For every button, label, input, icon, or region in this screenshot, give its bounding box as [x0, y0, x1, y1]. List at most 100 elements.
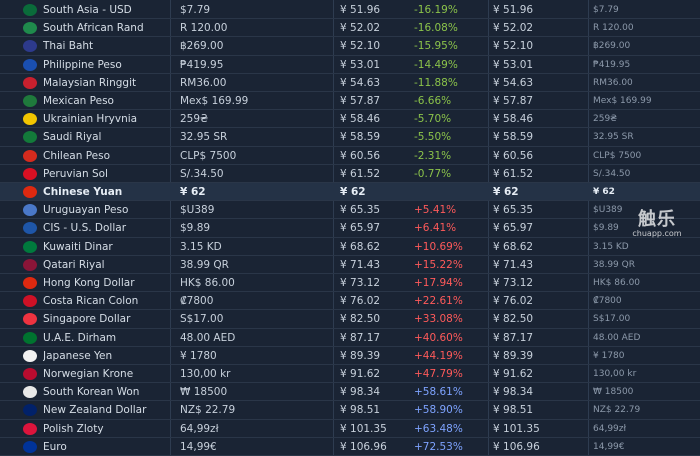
price-difference: +10.69% [414, 240, 463, 253]
local-price: ₱419.95 [180, 58, 224, 71]
table-row: Uruguayan Peso $U389 ¥ 65.35 +5.41% ¥ 65.35 $… [0, 201, 700, 220]
table-row: Singapore Dollar S$17.00 ¥ 82.50 +33.08% ¥ 8… [0, 310, 700, 329]
table-row: Chinese Yuan ¥ 62 ¥ 62 ¥ 62 ¥ 62 [0, 183, 700, 202]
flag-icon [23, 222, 37, 235]
cny-price: ¥ 61.52 [340, 167, 381, 180]
local-price: S$17.00 [180, 313, 224, 326]
currency-name: Singapore Dollar [43, 313, 131, 326]
local-price: 32.95 SR [180, 131, 228, 144]
flag-icon [23, 331, 37, 344]
cny-price: ¥ 82.50 [340, 313, 381, 326]
cny-price-recommended: ¥ 58.59 [493, 131, 534, 144]
cny-price: ¥ 71.43 [340, 258, 381, 271]
currency-name: Philippine Peso [43, 58, 122, 71]
cny-price-recommended: ¥ 98.34 [493, 386, 534, 399]
local-price-recommended: $9.89 [593, 223, 619, 234]
cny-price: ¥ 52.02 [340, 22, 381, 35]
local-price-recommended: ₩ 18500 [593, 387, 634, 398]
local-price-recommended: Mex$ 169.99 [593, 96, 652, 106]
currency-name: CIS - U.S. Dollar [43, 222, 127, 235]
cny-price: ¥ 68.62 [340, 240, 381, 253]
local-price: $7.79 [180, 4, 211, 16]
currency-name: Chilean Peso [43, 149, 111, 162]
cny-price: ¥ 65.97 [340, 222, 381, 235]
local-price-recommended: RM36.00 [593, 77, 633, 88]
currency-name: Malaysian Ringgit [43, 76, 137, 89]
price-difference: -2.31% [414, 149, 452, 162]
table-row: Hong Kong Dollar HK$ 86.00 ¥ 73.12 +17.94% ¥… [0, 274, 700, 293]
cny-price-recommended: ¥ 91.62 [493, 368, 534, 380]
flag-icon [23, 4, 37, 16]
flag-icon [23, 186, 37, 198]
local-price-recommended: R 120.00 [593, 23, 634, 34]
price-difference: +58.61% [414, 386, 463, 399]
cny-price-recommended: ¥ 89.39 [493, 349, 534, 362]
local-price-recommended: CLP$ 7500 [593, 150, 642, 161]
watermark-logo: 触乐 chuapp.com [626, 205, 688, 238]
table-row: Polish Zloty 64,99zł ¥ 101.35 +63.48% ¥ 101.… [0, 420, 700, 438]
cny-price-recommended: ¥ 101.35 [493, 422, 540, 435]
table-row: Peruvian Sol S/.34.50 ¥ 61.52 -0.77% ¥ 61.52… [0, 165, 700, 183]
currency-name: South African Rand [43, 22, 144, 35]
cny-price-recommended: ¥ 98.51 [493, 404, 534, 417]
local-price-recommended: $7.79 [593, 5, 619, 15]
cny-price-recommended: ¥ 87.17 [493, 331, 534, 344]
price-difference: -5.70% [414, 113, 452, 126]
cny-price: ¥ 98.34 [340, 386, 381, 399]
currency-name: Saudi Riyal [43, 131, 102, 144]
local-price: $U389 [180, 204, 215, 217]
local-price-recommended: NZ$ 22.79 [593, 405, 641, 416]
price-difference: +72.53% [414, 440, 463, 453]
cny-price-recommended: ¥ 73.12 [493, 277, 534, 289]
table-row: Malaysian Ringgit RM36.00 ¥ 54.63 -11.88% ¥ … [0, 74, 700, 92]
table-row: Chilean Peso CLP$ 7500 ¥ 60.56 -2.31% ¥ 60.5… [0, 147, 700, 165]
cny-price-recommended: ¥ 106.96 [493, 440, 540, 453]
local-price-recommended: S$17.00 [593, 314, 631, 325]
currency-name: U.A.E. Dirham [43, 331, 117, 344]
local-price: NZ$ 22.79 [180, 404, 236, 417]
currency-name: South Asia - USD [43, 4, 132, 16]
local-price: 14,99€ [180, 440, 217, 453]
table-row: New Zealand Dollar NZ$ 22.79 ¥ 98.51 +58.90… [0, 401, 700, 420]
price-difference: +47.79% [414, 368, 463, 380]
table-row: Kuwaiti Dinar 3.15 KD ¥ 68.62 +10.69% ¥ 68.6… [0, 238, 700, 256]
currency-name: South Korean Won [43, 386, 140, 399]
flag-icon [23, 277, 37, 289]
price-difference: +33.08% [414, 313, 463, 326]
column-divider [170, 0, 171, 456]
flag-icon [23, 295, 37, 308]
price-difference: -0.77% [414, 167, 452, 180]
cny-price-recommended: ¥ 76.02 [493, 295, 534, 308]
flag-icon [23, 386, 37, 399]
local-price: 259₴ [180, 113, 209, 126]
local-price: ₡7800 [180, 295, 214, 308]
cny-price: ¥ 87.17 [340, 331, 381, 344]
cny-price: ¥ 58.46 [340, 113, 381, 126]
cny-price-recommended: ¥ 58.46 [493, 113, 534, 126]
table-row: South Korean Won ₩ 18500 ¥ 98.34 +58.61% ¥ 9… [0, 383, 700, 402]
currency-name: Kuwaiti Dinar [43, 240, 113, 253]
local-price: ฿269.00 [180, 40, 224, 53]
table-row: Qatari Riyal 38.99 QR ¥ 71.43 +15.22% ¥ 71.4… [0, 256, 700, 274]
cny-price: ¥ 54.63 [340, 76, 381, 89]
column-divider [488, 0, 489, 456]
currency-name: Uruguayan Peso [43, 204, 129, 217]
price-difference [414, 183, 484, 201]
flag-icon [23, 113, 37, 126]
local-price: HK$ 86.00 [180, 277, 235, 289]
price-difference: -16.19% [414, 4, 458, 16]
local-price: 38.99 QR [180, 258, 229, 271]
local-price: Mex$ 169.99 [180, 95, 249, 107]
flag-icon [23, 131, 37, 144]
currency-name: New Zealand Dollar [43, 404, 147, 417]
cny-price-recommended: ¥ 52.10 [493, 40, 534, 53]
local-price-recommended: ¥ 62 [593, 187, 615, 197]
currency-name: Euro [43, 440, 67, 453]
flag-icon [23, 204, 37, 217]
local-price-recommended: ₱419.95 [593, 59, 631, 70]
price-difference: +6.41% [414, 222, 457, 235]
cny-price-recommended: ¥ 62 [493, 186, 519, 198]
currency-name: Thai Baht [43, 40, 94, 53]
local-price-recommended: 130,00 kr [593, 369, 637, 379]
cny-price: ¥ 73.12 [340, 277, 381, 289]
